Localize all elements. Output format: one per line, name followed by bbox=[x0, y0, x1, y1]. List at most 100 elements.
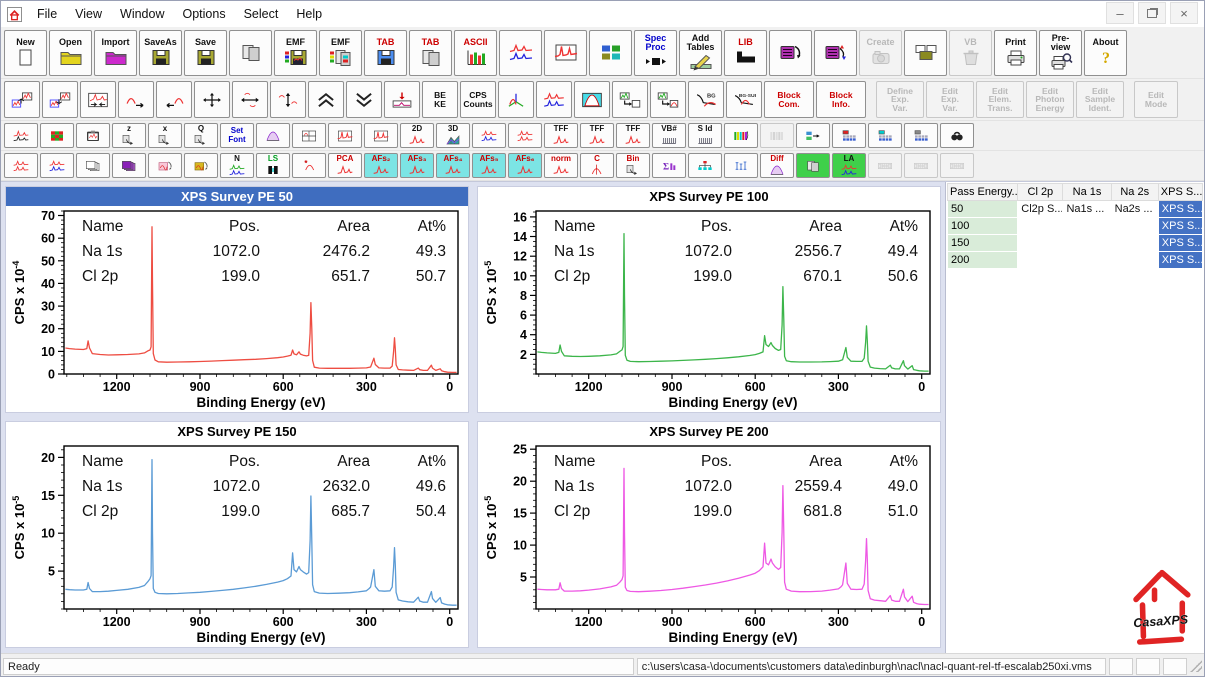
afs2-button[interactable]: AFs₂ bbox=[364, 153, 398, 178]
scale-y-button[interactable] bbox=[270, 81, 306, 118]
checker-button[interactable] bbox=[40, 123, 74, 148]
browser-cell[interactable]: Na2s ... bbox=[1111, 201, 1158, 218]
tree-button[interactable] bbox=[688, 153, 722, 178]
grid-red-button[interactable] bbox=[832, 123, 866, 148]
spectrum-window-xps-survey-pe-50[interactable]: XPS Survey PE 50120090060030000102030405… bbox=[5, 186, 469, 413]
copy-to-blank-button[interactable] bbox=[612, 81, 648, 118]
spectrum-processing-button[interactable]: Spec Proc bbox=[634, 30, 677, 76]
open-button[interactable]: Open bbox=[49, 30, 92, 76]
grid-mark-button[interactable] bbox=[904, 123, 938, 148]
convert-purple-button[interactable] bbox=[769, 30, 812, 76]
asterisk-peak-button[interactable]: * bbox=[292, 153, 326, 178]
rotate-olive-button[interactable] bbox=[184, 153, 218, 178]
tff-2-button[interactable]: TFF bbox=[580, 123, 614, 148]
close-button[interactable]: × bbox=[1170, 2, 1198, 24]
scale-xy-button[interactable] bbox=[194, 81, 230, 118]
view-3d-button[interactable]: 3D bbox=[436, 123, 470, 148]
clipboard-report-button[interactable] bbox=[76, 123, 110, 148]
zoom-back-button[interactable] bbox=[42, 81, 78, 118]
browser-cell[interactable]: XPS S... bbox=[1158, 235, 1202, 252]
afs6-button[interactable]: AFs₆ bbox=[508, 153, 542, 178]
browser-cell[interactable]: Cl2p S... bbox=[1018, 201, 1063, 218]
about-button[interactable]: About? bbox=[1084, 30, 1127, 76]
overlay-box-button[interactable] bbox=[40, 153, 74, 178]
rotate-pink-button[interactable] bbox=[148, 153, 182, 178]
minimize-button[interactable]: – bbox=[1106, 2, 1134, 24]
restore-button[interactable] bbox=[1138, 2, 1166, 24]
menu-window[interactable]: Window bbox=[111, 4, 173, 24]
set-font-button[interactable]: Set Font bbox=[220, 123, 254, 148]
row-spectrum2-button[interactable] bbox=[364, 123, 398, 148]
be-ke-button[interactable]: BE KE bbox=[422, 81, 458, 118]
page-tiles-button[interactable] bbox=[904, 30, 947, 76]
view-2d-button[interactable]: 2D bbox=[400, 123, 434, 148]
afs5-button[interactable]: AFs₅ bbox=[472, 153, 506, 178]
export-emf-pages-button[interactable]: EMF bbox=[319, 30, 362, 76]
blocks-export-button[interactable] bbox=[796, 123, 830, 148]
stack-purple-button[interactable] bbox=[112, 153, 146, 178]
background-button[interactable]: BG bbox=[688, 81, 724, 118]
page-up-button[interactable] bbox=[308, 81, 344, 118]
tile-display-button[interactable] bbox=[589, 30, 632, 76]
zoom-out-button[interactable] bbox=[4, 81, 40, 118]
color-columns-button[interactable] bbox=[724, 123, 758, 148]
browser-cell[interactable]: Na1s ... bbox=[1063, 201, 1111, 218]
pca-button[interactable]: PCA bbox=[328, 153, 362, 178]
afs4-button[interactable]: AFs₄ bbox=[436, 153, 470, 178]
peak-fit-button[interactable] bbox=[256, 123, 290, 148]
norm-button[interactable]: norm bbox=[544, 153, 578, 178]
s-id-button[interactable]: S Id bbox=[688, 123, 722, 148]
window-title-xps-survey-pe-150[interactable]: XPS Survey PE 150 bbox=[6, 422, 468, 441]
page-down-button[interactable] bbox=[346, 81, 382, 118]
overlay-scaled-button[interactable] bbox=[4, 153, 38, 178]
grid-cyan-button[interactable] bbox=[868, 123, 902, 148]
copy-tab-pages-button[interactable]: TAB bbox=[409, 30, 452, 76]
menu-view[interactable]: View bbox=[66, 4, 111, 24]
zoom-reset-button[interactable] bbox=[80, 81, 116, 118]
report-page-button[interactable] bbox=[544, 30, 587, 76]
find-button[interactable] bbox=[940, 123, 974, 148]
preview-button[interactable]: Pre- view bbox=[1039, 30, 1082, 76]
library-button[interactable]: LIB bbox=[724, 30, 767, 76]
copy-green-button[interactable] bbox=[796, 153, 830, 178]
vb-number-button[interactable]: VB# bbox=[652, 123, 686, 148]
stack-pages-button[interactable] bbox=[76, 153, 110, 178]
error-bars-button[interactable] bbox=[724, 153, 758, 178]
browser-cell[interactable]: XPS S... bbox=[1158, 218, 1202, 235]
new-button[interactable]: New bbox=[4, 30, 47, 76]
browser-cell[interactable]: 150 bbox=[948, 235, 1018, 252]
browser-header-cl-2p[interactable]: Cl 2p bbox=[1018, 184, 1063, 201]
add-tables-button[interactable]: Add Tables bbox=[679, 30, 722, 76]
save-button[interactable]: Save bbox=[184, 30, 227, 76]
window-title-xps-survey-pe-50[interactable]: XPS Survey PE 50 bbox=[6, 187, 468, 206]
background-subtract-button[interactable]: BG-SUB bbox=[726, 81, 762, 118]
overlay-rb-button[interactable] bbox=[472, 123, 506, 148]
overlay-display-button[interactable] bbox=[536, 81, 572, 118]
shift-right-button[interactable] bbox=[118, 81, 154, 118]
tff-1-button[interactable]: TFF bbox=[544, 123, 578, 148]
cps-counts-button[interactable]: CPS Counts bbox=[460, 81, 496, 118]
quantify-button[interactable] bbox=[4, 123, 38, 148]
menu-file[interactable]: File bbox=[28, 4, 66, 24]
drop-marker-button[interactable] bbox=[384, 81, 420, 118]
shift-left-button[interactable] bbox=[156, 81, 192, 118]
block-info-button[interactable]: Block Info. bbox=[816, 81, 866, 118]
block-comment-button[interactable]: Block Com. bbox=[764, 81, 814, 118]
copy-q-button[interactable]: Q bbox=[184, 123, 218, 148]
copy-x-button[interactable]: x bbox=[148, 123, 182, 148]
browser-header-pass-energy[interactable]: Pass Energy... bbox=[948, 184, 1018, 201]
normalize-n-button[interactable]: N bbox=[220, 153, 254, 178]
browser-cell[interactable]: 200 bbox=[948, 252, 1018, 269]
convert-arrows-button[interactable] bbox=[814, 30, 857, 76]
copy-z-button[interactable]: z bbox=[112, 123, 146, 148]
sum-button[interactable]: Σ bbox=[652, 153, 686, 178]
row-spectrum-button[interactable] bbox=[328, 123, 362, 148]
tff-3-button[interactable]: TFF bbox=[616, 123, 650, 148]
afs3-button[interactable]: AFs₃ bbox=[400, 153, 434, 178]
menu-help[interactable]: Help bbox=[287, 4, 331, 24]
browser-header-na-2s[interactable]: Na 2s bbox=[1111, 184, 1158, 201]
scale-x-button[interactable] bbox=[232, 81, 268, 118]
copy-to-spectrum-button[interactable] bbox=[650, 81, 686, 118]
export-emf-disk-button[interactable]: EMF bbox=[274, 30, 317, 76]
browser-cell[interactable]: 50 bbox=[948, 201, 1018, 218]
